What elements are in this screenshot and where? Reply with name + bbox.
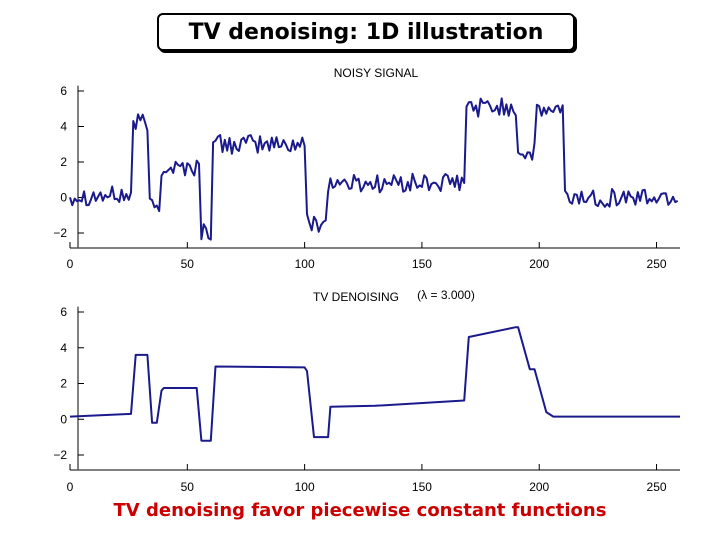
x-axis: 0 50 100 150 200 250 [67,464,680,494]
series-line [69,326,680,442]
x-tick-label: 150 [412,480,432,494]
slide-caption: TV denoising favor piecewise constant fu… [113,500,607,521]
x-tick-label: 200 [529,257,549,271]
series-line [69,97,679,241]
x-tick-label: 150 [412,257,432,271]
noisy-signal-chart: NOISY SIGNAL −2 0 2 4 6 0 50 100 150 200 250 [53,66,680,271]
x-tick-label: 0 [67,257,74,271]
x-tick-label: 0 [67,480,74,494]
x-axis: 0 50 100 150 200 250 [67,242,680,271]
slide-title: TV denoising: 1D illustration [157,13,575,51]
x-tick-label: 50 [181,480,195,494]
y-tick-label: 4 [60,120,67,134]
x-tick-label: 200 [529,480,549,494]
y-tick-label: −2 [53,448,67,462]
chart-title: TV DENOISING [313,290,399,304]
x-tick-label: 100 [295,480,315,494]
lambda-annotation: (λ = 3.000) [417,288,475,302]
y-tick-label: 0 [60,412,67,426]
y-tick-label: 6 [60,305,67,319]
plot-area [69,97,679,241]
tv-denoising-chart: TV DENOISING (λ = 3.000) −2 0 2 4 6 0 50 100 15… [53,288,680,494]
y-tick-label: −2 [53,226,67,240]
y-axis: −2 0 2 4 6 [53,84,84,248]
x-tick-label: 250 [647,257,667,271]
y-tick-label: 0 [60,191,67,205]
y-axis: −2 0 2 4 6 [53,305,84,470]
x-tick-label: 250 [647,480,667,494]
plot-area [69,326,680,442]
y-tick-label: 2 [60,377,67,391]
x-tick-label: 100 [295,257,315,271]
y-tick-label: 2 [60,155,67,169]
y-tick-label: 4 [60,341,67,355]
x-tick-label: 50 [181,257,195,271]
chart-title: NOISY SIGNAL [334,66,419,80]
y-tick-label: 6 [60,84,67,98]
